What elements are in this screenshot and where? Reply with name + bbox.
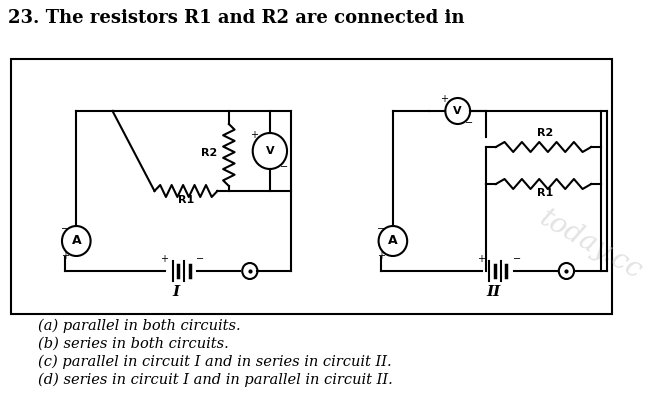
Text: (c) parallel in circuit I and in series in circuit II.: (c) parallel in circuit I and in series … — [38, 355, 392, 369]
Text: II: II — [486, 285, 500, 299]
Text: −: − — [377, 224, 386, 234]
Text: −: − — [513, 254, 521, 264]
Text: I: I — [173, 285, 180, 299]
Text: (d) series in circuit I and in parallel in circuit II.: (d) series in circuit I and in parallel … — [38, 373, 393, 387]
Text: +: + — [477, 254, 485, 264]
Text: A: A — [388, 234, 398, 247]
Text: A: A — [71, 234, 81, 247]
Text: (b) series in both circuits.: (b) series in both circuits. — [38, 337, 229, 351]
Text: +: + — [61, 251, 69, 261]
Text: +: + — [249, 130, 257, 140]
Text: V: V — [454, 106, 462, 116]
Text: V: V — [265, 146, 274, 156]
Text: −: − — [61, 224, 69, 234]
Text: R2: R2 — [201, 148, 217, 158]
Text: (a) parallel in both circuits.: (a) parallel in both circuits. — [38, 319, 241, 333]
Text: −: − — [280, 162, 288, 172]
Text: +: + — [440, 94, 448, 104]
Text: +: + — [378, 251, 386, 261]
Text: +: + — [160, 254, 168, 264]
Text: −: − — [465, 118, 473, 128]
Text: R1: R1 — [537, 188, 553, 198]
Text: R1: R1 — [178, 195, 194, 205]
Text: −: − — [196, 254, 204, 264]
Text: today.cc: today.cc — [534, 204, 646, 285]
Text: 23. The resistors R1 and R2 are connected in: 23. The resistors R1 and R2 are connecte… — [7, 9, 464, 27]
Text: R2: R2 — [537, 128, 553, 138]
FancyBboxPatch shape — [11, 59, 612, 314]
